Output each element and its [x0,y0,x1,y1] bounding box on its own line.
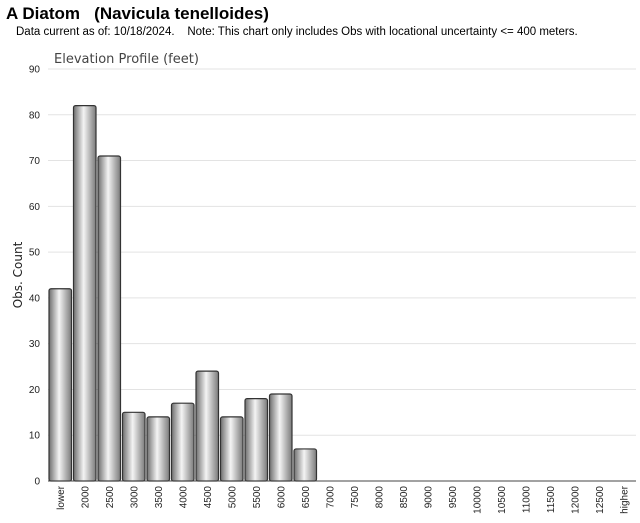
x-tick-label: lower [56,485,67,510]
x-tick-label: 8500 [399,486,410,509]
y-tick-label: 30 [29,339,41,350]
x-tick-label: 2500 [105,486,116,509]
x-tick-label: 4000 [178,486,189,509]
x-tick-label: 11500 [546,486,557,514]
x-tick-label: 7500 [350,486,361,509]
y-tick-label: 50 [29,248,41,259]
y-tick-label: 20 [29,385,41,396]
x-tick-label: 8000 [374,486,385,509]
bar-lower[interactable] [48,288,73,482]
x-tick-label: 3500 [154,486,165,509]
x-tick-label: 11000 [521,486,532,514]
x-tick-label: 12000 [570,486,581,514]
x-tick-label: 6500 [301,486,312,509]
bar-4000[interactable] [170,402,195,482]
bar-5500[interactable] [244,398,269,482]
x-tick-label: 10000 [472,486,483,514]
x-tick-label: 6000 [276,486,287,509]
x-tick-label: 5000 [227,486,238,509]
data-note: Data current as of: 10/18/2024. Note: Th… [16,26,578,38]
bar-2500[interactable] [97,155,122,482]
y-tick-label: 90 [29,65,41,76]
bar-3000[interactable] [121,411,146,482]
x-tick-label: 10500 [497,486,508,514]
y-axis-label: Obs. Count [11,241,25,308]
x-tick-label: 12500 [595,486,606,514]
x-tick-label: 7000 [325,486,336,509]
y-tick-label: 0 [34,477,40,488]
bar-6500[interactable] [293,448,318,482]
chart-title: Elevation Profile (feet) [54,52,199,67]
y-tick-label: 80 [29,110,41,121]
y-tick-label: 40 [29,293,41,304]
x-tick-label: 4500 [203,486,214,509]
bar-6000[interactable] [268,393,293,482]
chart-title-header: A Diatom (Navicula tenelloides) [6,4,269,23]
bar-5000[interactable] [219,416,244,482]
x-tick-label: 5500 [252,486,263,509]
y-tick-label: 10 [29,431,41,442]
y-tick-label: 60 [29,202,41,213]
bar-3500[interactable] [146,416,171,482]
y-tick-label: 70 [29,156,41,167]
bar-4500[interactable] [195,370,220,482]
x-tick-label: 9500 [448,486,459,509]
x-tick-label: 2000 [80,486,91,509]
x-tick-label: 3000 [129,486,140,509]
x-tick-label: 9000 [423,486,434,509]
bar-2000[interactable] [72,105,97,482]
x-tick-label: higher [619,485,630,513]
